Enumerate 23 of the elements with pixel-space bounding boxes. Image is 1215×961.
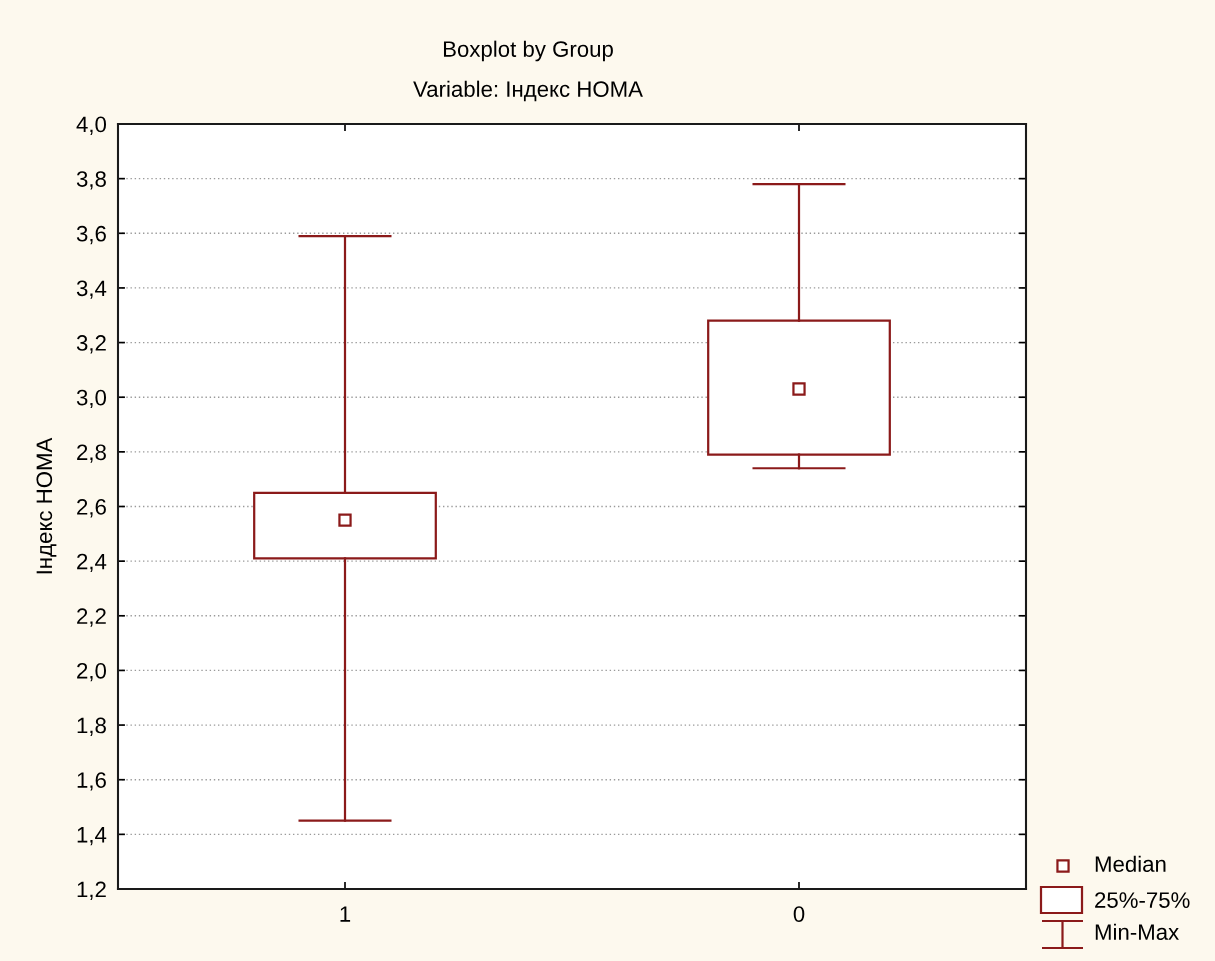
y-tick-label: 2,2	[77, 608, 106, 627]
y-tick-label: 3,0	[76, 389, 107, 409]
y-tick-label: 4,0	[76, 116, 107, 135]
text: Min-Max	[1095, 923, 1179, 940]
chart-subtitle: Variable: Індекс HOMA	[413, 80, 643, 102]
y-axis-title: Індекс HOMA	[36, 437, 57, 574]
y-tick-label: 3,8	[76, 171, 106, 190]
x-tick-label: 1	[340, 906, 351, 922]
y-tick-label: 3,6	[76, 225, 106, 245]
y-tick-label: 2,6	[77, 499, 106, 518]
chart-title: Boxplot by Group	[443, 40, 613, 62]
y-tick-label: 1,2	[77, 881, 106, 900]
y-tick-label: 2,4	[77, 553, 107, 573]
y-tick-label: 1,6	[77, 772, 106, 791]
y-tick-label: 2,8	[77, 444, 106, 463]
x-tick-label: 0	[793, 906, 805, 922]
text: 25%-75%	[1095, 892, 1190, 908]
y-tick-label: 2,0	[77, 662, 107, 682]
text: Median	[1095, 855, 1166, 872]
y-tick-label: 3,4	[76, 280, 107, 299]
y-tick-label: 1,4	[77, 827, 107, 846]
y-tick-label: 1,8	[77, 717, 106, 736]
y-tick-label: 3,2	[76, 335, 106, 354]
